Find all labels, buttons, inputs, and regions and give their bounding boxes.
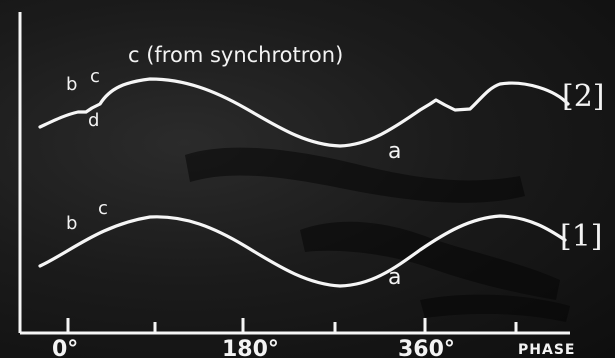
trace-1-point-a: a bbox=[388, 265, 401, 290]
tick-label-180: 180° bbox=[222, 337, 279, 358]
chalk-smudges bbox=[185, 147, 570, 322]
trace-1-curve bbox=[38, 214, 567, 288]
axis-label-phase: PHASE bbox=[518, 342, 575, 358]
trace-1: b c a [1] bbox=[38, 198, 603, 290]
synchrotron-annotation: c (from synchrotron) bbox=[128, 43, 343, 67]
trace-1-point-b: b bbox=[66, 213, 77, 234]
trace-2-point-b: b bbox=[66, 74, 77, 95]
trace-2-point-a: a bbox=[388, 139, 401, 164]
trace-2-point-c: c bbox=[90, 66, 100, 87]
trace-2-point-d: d bbox=[88, 110, 99, 131]
tick-label-0: 0° bbox=[52, 337, 78, 358]
trace-2-curve bbox=[38, 77, 570, 148]
trace-2: b c d a [2] bbox=[38, 66, 605, 164]
axes: 0° 180° 360° PHASE bbox=[18, 12, 575, 358]
trace-1-label: [1] bbox=[560, 219, 603, 254]
tick-label-360: 360° bbox=[398, 337, 455, 358]
trace-2-label: [2] bbox=[562, 79, 605, 114]
trace-1-point-c: c bbox=[98, 198, 108, 219]
